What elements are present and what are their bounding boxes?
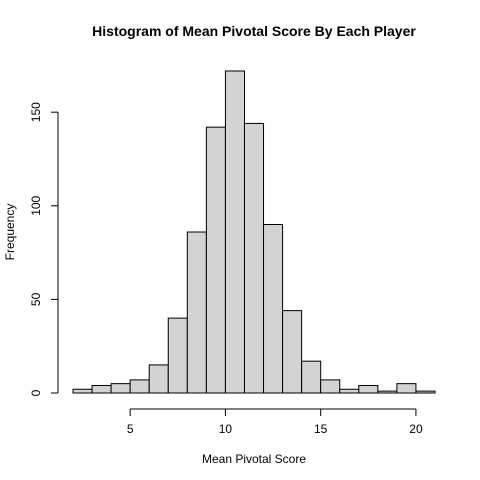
histogram-bar-15-16 (320, 379, 341, 394)
x-tick-label-20: 20 (409, 422, 423, 436)
x-axis: 5 10 15 20 (127, 408, 423, 436)
histogram-bar-17-18 (358, 385, 379, 394)
histogram-bar-12-13 (263, 224, 284, 394)
y-axis: 0 50 100 150 (29, 102, 59, 396)
bars-group (72, 70, 436, 394)
x-tick-label-15: 15 (314, 422, 328, 436)
histogram-bar-20-21 (415, 390, 436, 394)
y-tick-label-50: 50 (29, 292, 43, 306)
x-tick-label-10: 10 (219, 422, 233, 436)
histogram-bar-13-14 (282, 310, 303, 394)
histogram-bar-8-9 (186, 231, 207, 394)
y-tick-label-0: 0 (29, 389, 43, 396)
histogram-bar-14-15 (301, 360, 322, 394)
histogram-bar-5-6 (129, 379, 150, 394)
x-axis-label: Mean Pivotal Score (202, 452, 306, 466)
histogram-bar-18-19 (377, 390, 398, 394)
histogram-bar-9-10 (205, 126, 226, 394)
chart-title: Histogram of Mean Pivotal Score By Each … (92, 23, 416, 39)
histogram-bar-10-11 (224, 70, 245, 394)
y-axis-label: Frequency (3, 204, 17, 261)
histogram-bar-16-17 (339, 388, 360, 394)
y-tick-label-150: 150 (29, 102, 43, 122)
histogram-bar-7-8 (167, 317, 188, 394)
histogram-bar-4-5 (110, 383, 131, 394)
x-tick-label-5: 5 (127, 422, 134, 436)
histogram-bar-11-12 (243, 122, 265, 394)
histogram-bar-2-3 (72, 388, 93, 394)
y-tick-label-100: 100 (29, 195, 43, 215)
histogram-bar-6-7 (148, 364, 169, 394)
histogram-bar-19-20 (396, 383, 417, 394)
histogram-bar-3-4 (91, 385, 112, 394)
